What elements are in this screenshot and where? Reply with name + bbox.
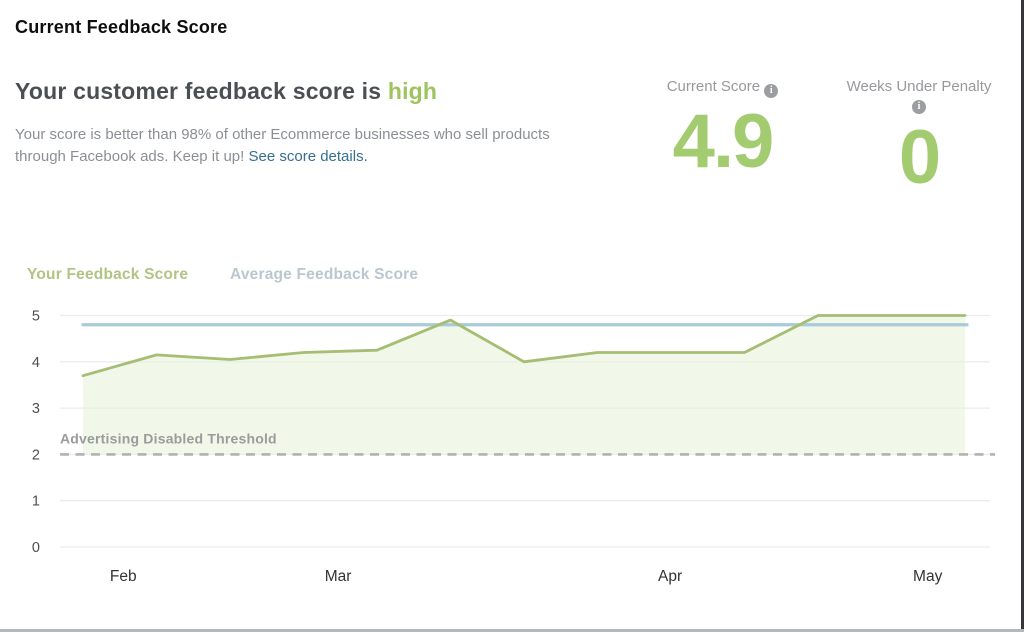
- weeks-under-penalty-label-text: Weeks Under Penalty: [846, 78, 992, 95]
- feedback-score-chart-svg: 0 1 2 3 4 5 Advertising Disabled Threshold Feb M…: [32, 309, 995, 585]
- see-score-details-link[interactable]: See score details.: [248, 147, 368, 165]
- current-score-label-text: Current Score: [666, 78, 761, 95]
- feedback-score-chart: 0 1 2 3 4 5 Advertising Disabled Threshold Feb M…: [0, 295, 1024, 595]
- current-score-value: 4.9: [672, 99, 775, 184]
- svg-text:Feb: Feb: [110, 568, 137, 585]
- feedback-score-headline: Your customer feedback score is high: [15, 78, 437, 105]
- svg-text:3: 3: [32, 401, 40, 417]
- tab-average-feedback-score[interactable]: Average Feedback Score: [230, 266, 419, 283]
- info-icon[interactable]: i: [764, 84, 779, 98]
- score-description-text: Your score is better than 98% of other E…: [15, 126, 550, 165]
- svg-text:1: 1: [32, 494, 40, 510]
- screen-right-edge: [1021, 0, 1024, 632]
- weeks-under-penalty-label: Weeks Under Penalty i: [835, 78, 1003, 114]
- current-score-stat: Current Score i 4.9: [640, 78, 805, 184]
- info-icon[interactable]: i: [912, 100, 926, 114]
- svg-text:2: 2: [32, 447, 40, 463]
- svg-text:Advertising Disabled Threshold: Advertising Disabled Threshold: [60, 430, 277, 446]
- tab-your-feedback-score[interactable]: Your Feedback Score: [27, 266, 189, 283]
- weeks-under-penalty-value: 0: [898, 115, 941, 200]
- svg-text:5: 5: [32, 309, 40, 325]
- svg-text:Apr: Apr: [658, 568, 682, 585]
- current-score-label: Current Score i: [640, 78, 805, 98]
- svg-text:May: May: [913, 568, 943, 585]
- headline-status-high: high: [387, 78, 438, 104]
- screen-bottom-edge: [0, 629, 1024, 632]
- page-title: Current Feedback Score: [15, 17, 228, 37]
- weeks-under-penalty-stat: Weeks Under Penalty i 0: [835, 78, 1003, 200]
- svg-text:0: 0: [32, 540, 40, 556]
- headline-text: Your customer feedback score is: [15, 78, 388, 104]
- score-description: Your score is better than 98% of other E…: [15, 124, 590, 167]
- svg-text:Mar: Mar: [325, 568, 352, 585]
- svg-text:4: 4: [32, 355, 40, 371]
